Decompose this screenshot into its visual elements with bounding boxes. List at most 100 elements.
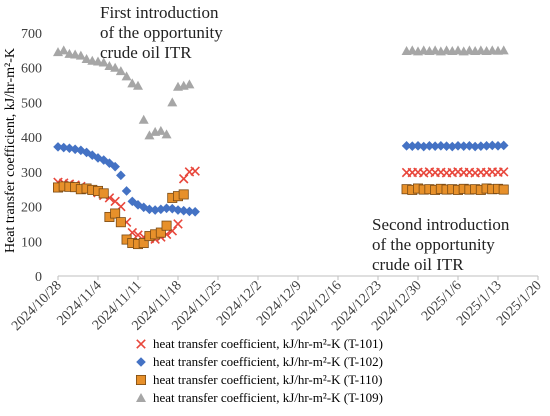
y-tick-label: 100 <box>21 235 42 250</box>
data-point <box>184 79 195 89</box>
data-point <box>167 203 178 214</box>
data-point <box>178 174 189 184</box>
plot-area <box>53 45 509 250</box>
data-point <box>458 141 469 151</box>
annotation-line: crude oil ITR <box>100 43 192 62</box>
data-point <box>161 220 172 231</box>
series-group <box>53 181 509 250</box>
legend-marker <box>136 393 146 402</box>
data-point <box>121 71 132 81</box>
data-point <box>110 208 121 219</box>
data-point <box>104 158 115 168</box>
data-point <box>58 142 69 153</box>
data-point <box>115 66 126 76</box>
data-point <box>453 141 463 151</box>
y-tick-label: 300 <box>21 166 42 181</box>
data-point <box>167 97 178 107</box>
data-point <box>470 141 480 152</box>
data-point <box>430 45 441 55</box>
data-point <box>133 80 143 90</box>
data-point <box>104 60 115 70</box>
annotation-line: of the opportunity <box>100 23 223 42</box>
data-point <box>418 141 429 152</box>
data-point <box>75 50 86 60</box>
data-point <box>441 141 452 151</box>
legend-marker <box>136 357 146 367</box>
data-point <box>498 184 509 195</box>
data-point <box>407 141 418 151</box>
y-tick-label: 500 <box>21 96 42 111</box>
data-point <box>53 142 63 152</box>
data-point <box>116 170 126 181</box>
data-point <box>498 45 509 55</box>
data-point <box>498 167 509 177</box>
data-point <box>161 129 172 139</box>
data-point <box>178 205 189 216</box>
legend-label: heat transfer coefficient, kJ/hr-m²-K (T… <box>153 372 383 387</box>
data-point <box>424 141 435 151</box>
data-point <box>430 141 440 151</box>
data-point <box>98 57 109 67</box>
annotation-line: of the opportunity <box>372 235 495 254</box>
data-point <box>127 78 138 88</box>
data-point <box>401 141 412 151</box>
data-point <box>155 125 166 135</box>
annotation-line: Second introduction <box>372 215 510 234</box>
legend-marker <box>135 374 146 385</box>
data-point <box>138 238 149 249</box>
data-point <box>178 189 189 200</box>
data-point <box>87 150 98 160</box>
annotation-line: First introduction <box>100 3 219 22</box>
data-point <box>436 141 446 151</box>
series-group <box>53 140 509 217</box>
data-point <box>144 204 155 215</box>
data-point <box>173 219 183 229</box>
data-point <box>173 205 183 215</box>
annotation-line: crude oil ITR <box>372 255 464 274</box>
data-point <box>58 45 69 55</box>
data-point <box>487 140 498 151</box>
data-point <box>447 141 458 152</box>
y-tick-label: 400 <box>21 131 42 146</box>
y-axis-title: Heat transfer coefficient, kJ/hr-m²-K <box>3 48 18 253</box>
y-tick-label: 600 <box>21 62 42 77</box>
data-point <box>81 54 92 64</box>
data-point <box>121 186 132 196</box>
data-point <box>407 45 418 55</box>
data-point <box>155 227 166 238</box>
y-tick-label: 0 <box>35 270 42 285</box>
data-point <box>70 49 81 59</box>
data-point <box>481 141 492 151</box>
series-group <box>53 45 509 140</box>
data-point <box>98 188 109 199</box>
legend-marker <box>136 339 146 349</box>
data-point <box>93 56 103 66</box>
data-point <box>138 114 149 124</box>
data-point <box>110 62 121 72</box>
data-point <box>413 141 423 151</box>
data-point <box>184 206 195 217</box>
data-point <box>493 141 503 151</box>
legend: heat transfer coefficient, kJ/hr-m²-K (T… <box>135 336 383 405</box>
data-point <box>190 166 200 176</box>
legend-label: heat transfer coefficient, kJ/hr-m²-K (T… <box>153 336 383 351</box>
data-point <box>115 217 126 228</box>
data-point <box>144 130 155 140</box>
y-tick-label: 200 <box>21 201 42 216</box>
legend-label: heat transfer coefficient, kJ/hr-m²-K (T… <box>153 390 383 405</box>
data-point <box>453 45 463 55</box>
y-tick-label: 700 <box>21 27 42 42</box>
data-point <box>133 230 143 240</box>
legend-label: heat transfer coefficient, kJ/hr-m²-K (T… <box>153 354 383 369</box>
data-point <box>110 161 120 172</box>
data-point <box>476 141 486 151</box>
data-point <box>190 206 200 217</box>
axes: 01002003004005006007002024/10/282024/11/… <box>3 27 545 334</box>
data-point <box>464 141 475 151</box>
data-point <box>498 140 509 151</box>
data-point <box>150 205 160 215</box>
data-point <box>161 203 172 214</box>
